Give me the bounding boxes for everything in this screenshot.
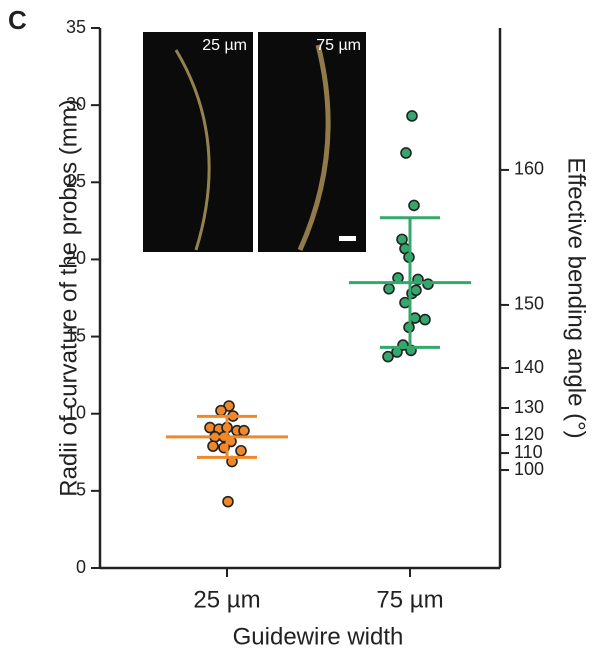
y-tick-label: 10 [66,402,86,422]
data-point [382,350,394,363]
data-point [238,424,250,437]
x-axis-label: Guidewire width [233,623,404,650]
y-axis-label: Radii of curvature of the probes (mm) [55,99,82,497]
inset-label: 25 µm [202,37,247,54]
y2-tick-label: 130 [514,397,544,417]
y2-tick-label: 110 [514,442,543,462]
data-point [406,110,418,122]
data-point [408,199,420,212]
panel-label: C [8,5,27,35]
data-point [207,440,219,452]
probe-image [297,44,331,252]
data-point [422,278,434,290]
y2-axis-label: Effective bending angle (°) [563,157,590,438]
y-tick-label: 35 [66,17,86,37]
data-point [215,404,227,417]
data-point [419,313,431,326]
inset-label: 75 µm [316,37,361,54]
y-tick-label: 5 [76,480,86,500]
data-point [383,282,395,295]
y2-tick-label: 150 [514,294,544,314]
y-tick-label: 30 [66,94,86,114]
y-tick-label: 25 [66,171,86,191]
scale-bar [339,236,356,241]
data-point [410,284,422,297]
data-point [235,444,247,457]
y-tick-label: 20 [66,248,86,268]
x-tick-label: 25 µm [193,586,260,613]
y2-tick-label: 160 [514,159,544,179]
y2-tick-label: 100 [514,459,544,479]
y2-tick-label: 120 [514,424,544,444]
y-tick-label: 15 [66,325,86,345]
probe-image [174,49,211,251]
inset-image [143,32,253,252]
y-tick-label: 0 [76,557,86,577]
data-point [400,147,412,159]
y2-tick-label: 140 [514,357,544,377]
data-point [222,495,234,508]
x-tick-label: 75 µm [376,586,443,613]
